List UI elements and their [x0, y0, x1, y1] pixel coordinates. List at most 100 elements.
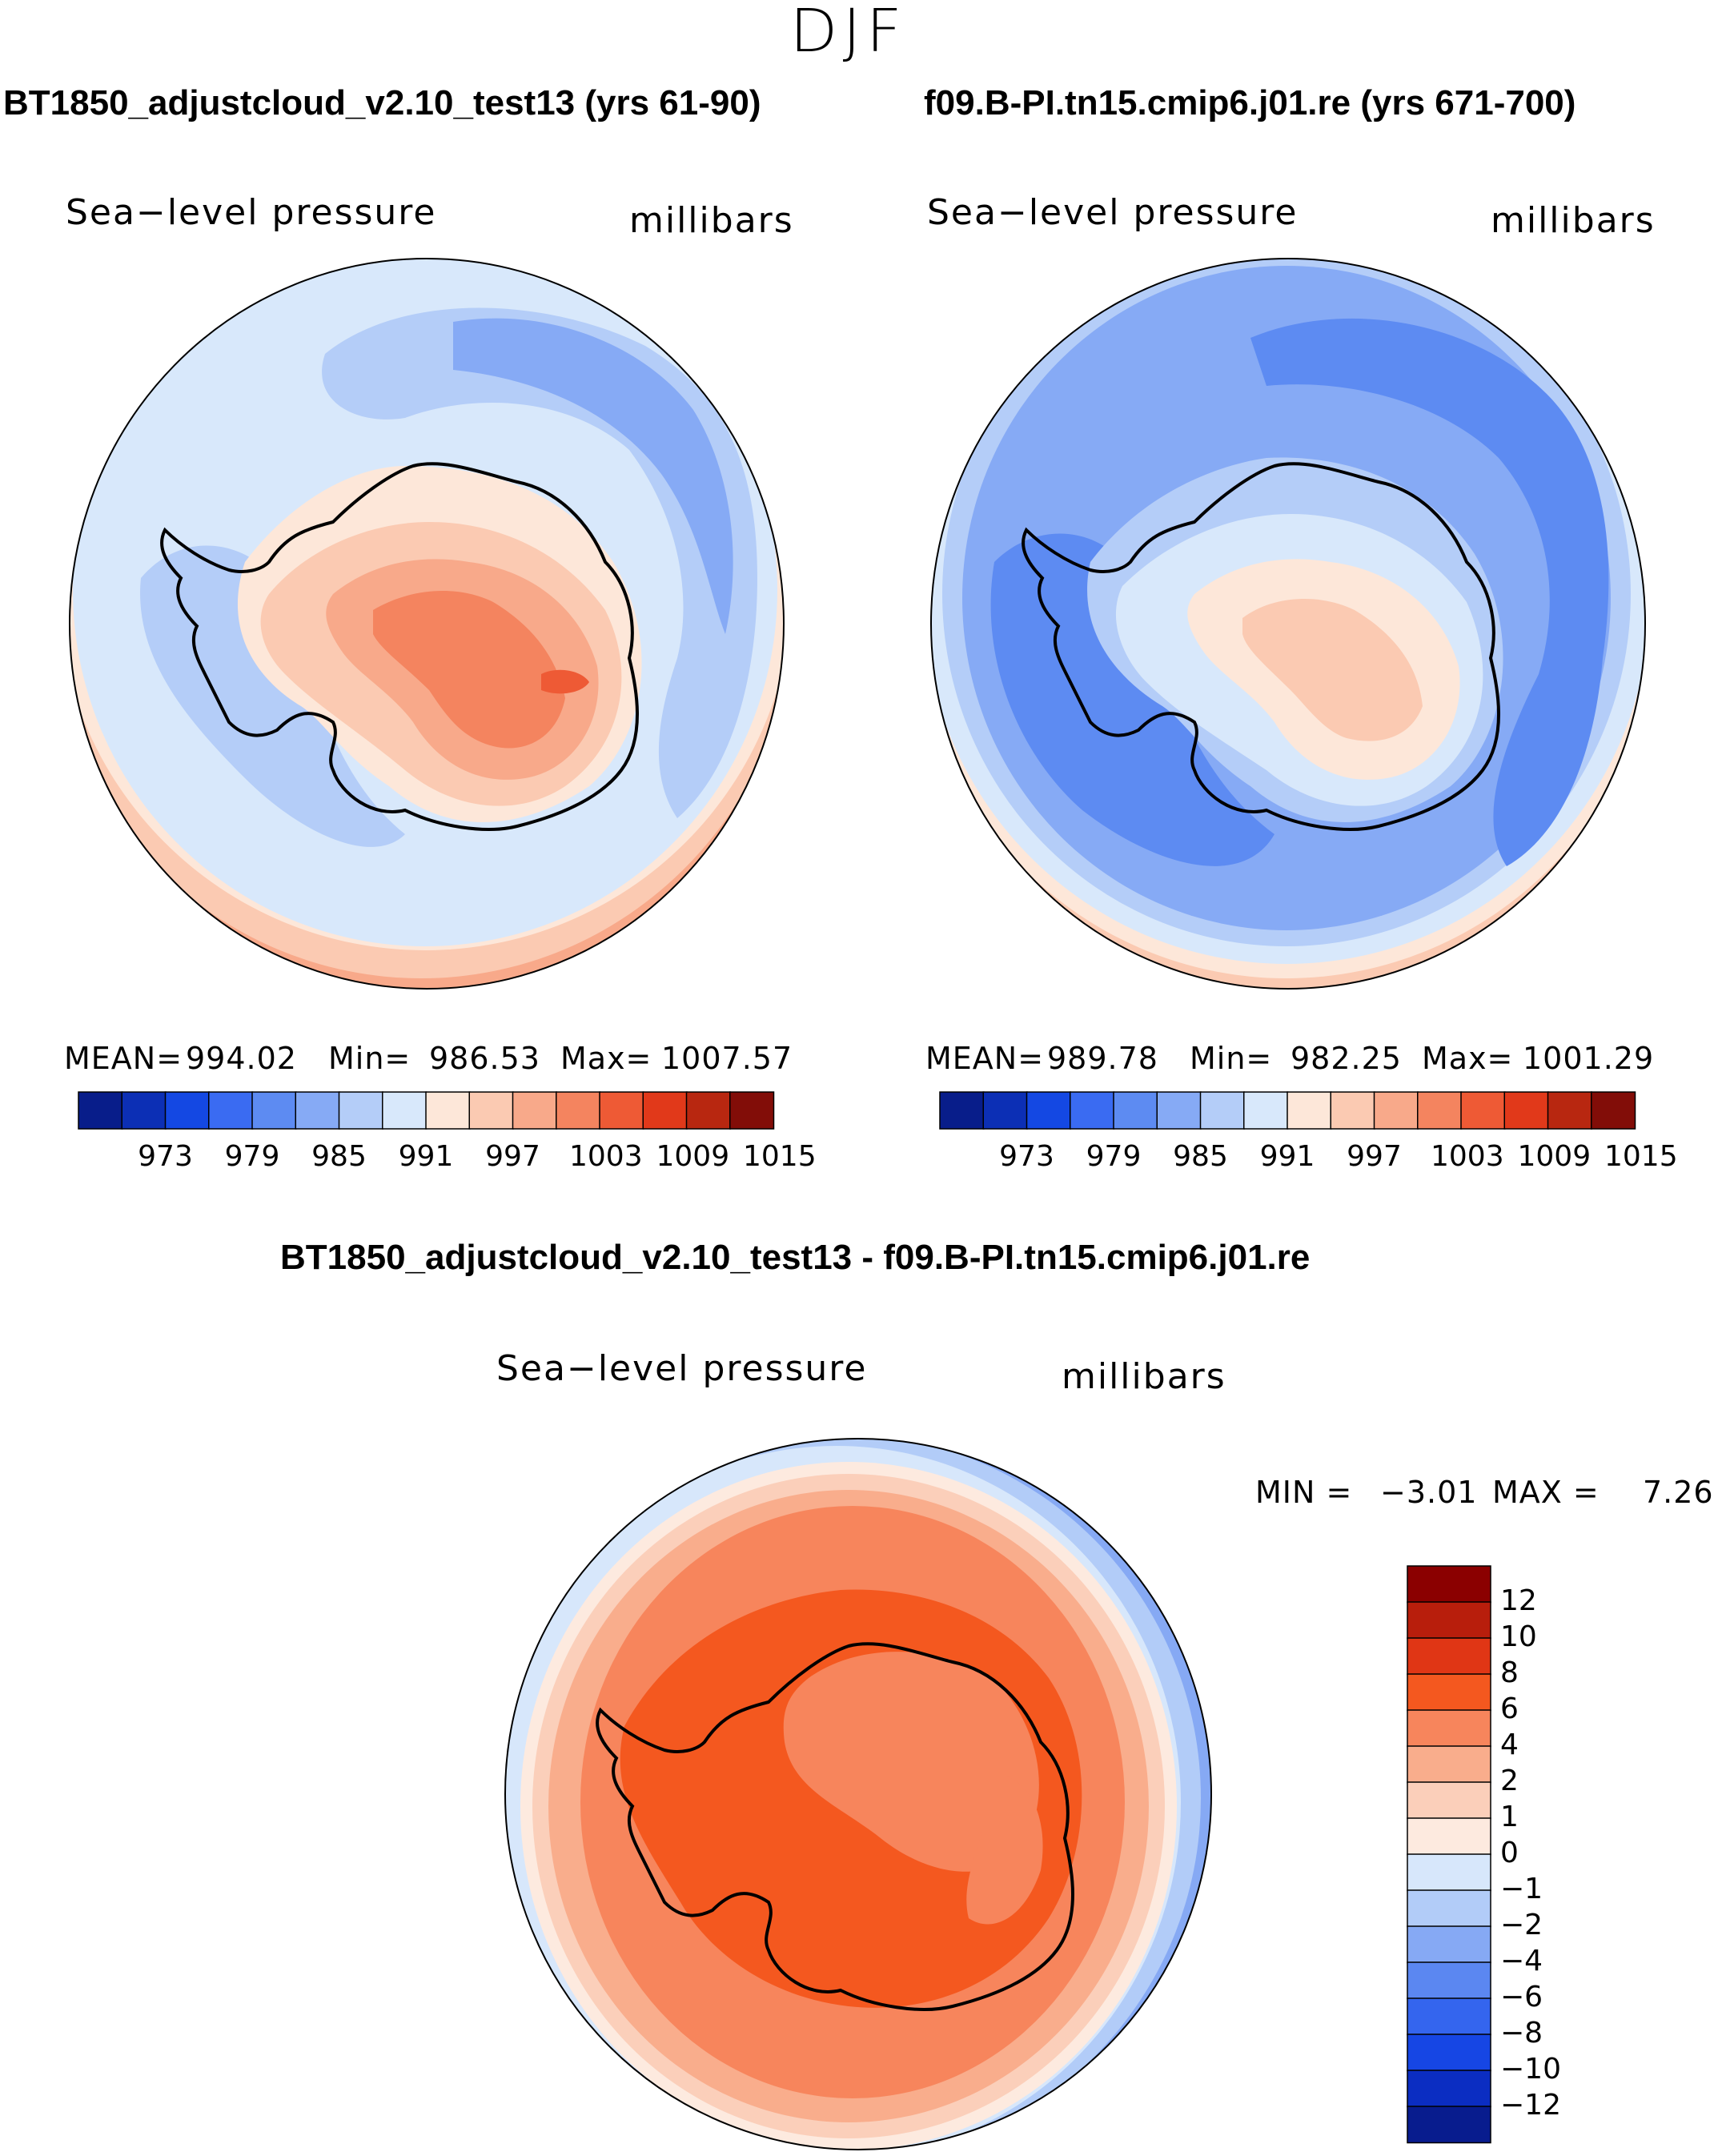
colorbar-swatch — [425, 1091, 471, 1130]
colorbar-tick-label: 979 — [1086, 1140, 1142, 1173]
panel1-units-label: millibars — [629, 200, 794, 241]
panel3-max-value: 7.26 — [1643, 1475, 1714, 1510]
colorbar-swatch — [1503, 1091, 1549, 1130]
colorbar-swatch — [685, 1091, 731, 1130]
colorbar-swatch — [1460, 1091, 1506, 1130]
colorbar-swatch — [1287, 1091, 1332, 1130]
colorbar-swatch — [1407, 1565, 1491, 1604]
colorbar-swatch — [1417, 1091, 1463, 1130]
panel1-variable-label: Sea−level pressure — [66, 192, 437, 233]
panel2-continent-4 — [1242, 599, 1423, 741]
panel3-map-border — [504, 1438, 1212, 2150]
panel3-plateau-east — [966, 1774, 1043, 1925]
colorbar-swatch — [1407, 2034, 1491, 2072]
panel3-min-label: MIN = — [1255, 1475, 1353, 1510]
panel1-mean-value: 994.02 — [186, 1041, 297, 1076]
colorbar-swatch — [164, 1091, 210, 1130]
colorbar-tick-label: 1003 — [1431, 1140, 1504, 1173]
colorbar-tick-label: −6 — [1500, 1981, 1543, 2013]
colorbar-swatch — [1547, 1091, 1592, 1130]
colorbar-tick-label: 8 — [1500, 1656, 1519, 1689]
panel1-title: BT1850_adjustcloud_v2.10_test13 (yrs 61-… — [3, 83, 761, 122]
colorbar-tick-label: 985 — [1173, 1140, 1228, 1173]
colorbar-swatch — [1113, 1091, 1158, 1130]
colorbar-tick-label: 1003 — [569, 1140, 643, 1173]
panel1-map — [69, 258, 785, 990]
panel2-colorbar — [939, 1091, 1636, 1130]
colorbar-swatch — [1373, 1091, 1419, 1130]
colorbar-swatch — [1591, 1091, 1636, 1130]
panel1-colorbar — [78, 1091, 775, 1130]
colorbar-swatch — [1407, 1853, 1491, 1892]
colorbar-swatch — [121, 1091, 167, 1130]
panel2-mean-value: 989.78 — [1047, 1041, 1158, 1076]
colorbar-swatch — [338, 1091, 383, 1130]
colorbar-swatch — [642, 1091, 688, 1130]
colorbar-swatch — [1407, 1961, 1491, 2000]
colorbar-tick-label: 997 — [485, 1140, 540, 1173]
panel2-mean-label: MEAN= — [925, 1041, 1045, 1076]
colorbar-swatch — [1407, 2070, 1491, 2108]
colorbar-tick-label: 0 — [1500, 1837, 1519, 1869]
colorbar-tick-label: −1 — [1500, 1873, 1543, 1905]
panel3-plateau — [783, 1652, 1039, 1872]
colorbar-swatch — [512, 1091, 557, 1130]
panel2-min-value: 982.25 — [1291, 1041, 1402, 1076]
colorbar-swatch — [382, 1091, 427, 1130]
panel3-coastline — [596, 1642, 1074, 2011]
colorbar-tick-label: −8 — [1500, 2017, 1543, 2050]
colorbar-swatch — [556, 1091, 601, 1130]
colorbar-swatch — [1407, 1673, 1491, 1712]
colorbar-tick-label: 6 — [1500, 1692, 1519, 1725]
panel1-low-northeast-core — [453, 318, 733, 634]
colorbar-tick-label: 991 — [1259, 1140, 1315, 1173]
panel3-units-label: millibars — [1062, 1356, 1226, 1397]
panel1-high-continent-4 — [373, 591, 565, 749]
panel2-variable-label: Sea−level pressure — [927, 192, 1299, 233]
panel2-low-northeast — [1250, 318, 1609, 866]
colorbar-swatch — [78, 1091, 123, 1130]
colorbar-tick-label: −10 — [1500, 2053, 1561, 2086]
colorbar-tick-label: 979 — [224, 1140, 280, 1173]
colorbar-swatch — [1407, 1925, 1491, 1964]
colorbar-swatch — [295, 1091, 340, 1130]
colorbar-tick-label: 10 — [1500, 1620, 1537, 1653]
colorbar-tick-label: 2 — [1500, 1765, 1519, 1797]
panel1-min-label: Min= — [328, 1041, 411, 1076]
panel3-colorbar — [1407, 1565, 1491, 2144]
colorbar-swatch — [1156, 1091, 1202, 1130]
panel3-title: BT1850_adjustcloud_v2.10_test13 - f09.B-… — [280, 1238, 1311, 1277]
panel3-min-value: −3.01 — [1380, 1475, 1478, 1510]
colorbar-swatch — [729, 1091, 775, 1130]
panel2-low-west — [990, 533, 1274, 866]
colorbar-tick-label: 4 — [1500, 1728, 1519, 1761]
colorbar-swatch — [1070, 1091, 1115, 1130]
panel2-max-label: Max= — [1422, 1041, 1514, 1076]
colorbar-tick-label: 1 — [1500, 1801, 1519, 1833]
colorbar-tick-label: 1015 — [743, 1140, 817, 1173]
panel3-max-label: MAX = — [1492, 1475, 1600, 1510]
colorbar-tick-label: 997 — [1347, 1140, 1402, 1173]
panel3-map — [504, 1438, 1212, 2150]
panel1-max-label: Max= — [560, 1041, 652, 1076]
colorbar-tick-label: 1009 — [656, 1140, 730, 1173]
panel1-mean-label: MEAN= — [64, 1041, 183, 1076]
colorbar-swatch — [1243, 1091, 1289, 1130]
panel1-max-value: 1007.57 — [661, 1041, 793, 1076]
colorbar-swatch — [982, 1091, 1028, 1130]
colorbar-tick-label: −4 — [1500, 1945, 1543, 1977]
panel2-map-border — [930, 258, 1646, 990]
colorbar-swatch — [1407, 1601, 1491, 1640]
colorbar-tick-label: 973 — [999, 1140, 1054, 1173]
colorbar-swatch — [1407, 2106, 1491, 2144]
panel2-title: f09.B-PI.tn15.cmip6.j01.re (yrs 671-700) — [924, 83, 1576, 122]
colorbar-swatch — [1407, 1637, 1491, 1676]
colorbar-tick-label: −2 — [1500, 1909, 1543, 1941]
panel2-max-value: 1001.29 — [1523, 1041, 1655, 1076]
colorbar-swatch — [1026, 1091, 1071, 1130]
colorbar-tick-label: 973 — [138, 1140, 193, 1173]
colorbar-swatch — [1407, 1709, 1491, 1748]
colorbar-swatch — [599, 1091, 644, 1130]
panel1-map-border — [69, 258, 785, 990]
panel3-variable-label: Sea−level pressure — [496, 1348, 868, 1389]
